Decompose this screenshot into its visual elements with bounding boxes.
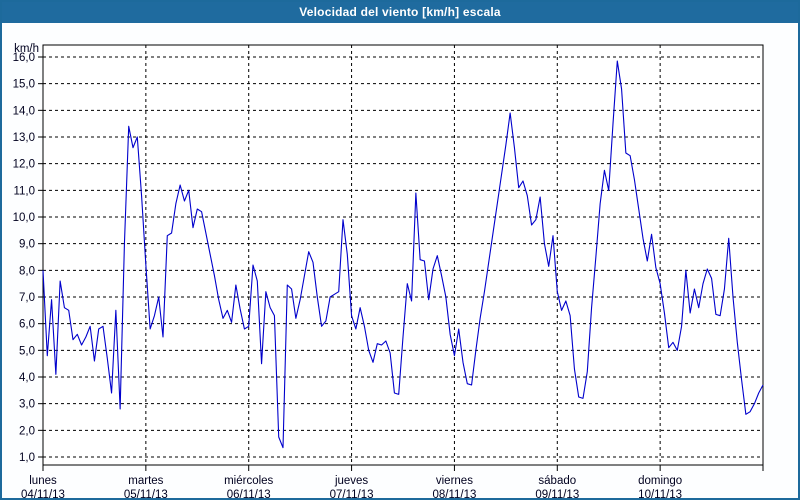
x-day-date-label: 09/11/13 (535, 489, 579, 498)
y-tick-label: 15,0 (13, 79, 35, 91)
y-axis-unit-label: km/h (14, 43, 39, 55)
y-tick-label: 3,0 (19, 399, 35, 411)
wind-speed-series-line (42, 60, 764, 449)
y-tick-label: 8,0 (19, 265, 35, 277)
y-tick-label: 7,0 (19, 292, 35, 304)
x-day-name-label: jueves (334, 475, 368, 487)
chart-title-bar: Velocidad del viento [km/h] escala (2, 2, 798, 23)
x-day-name-label: viernes (436, 475, 473, 487)
y-tick-label: 4,0 (19, 372, 35, 384)
x-day-date-label: 10/11/13 (638, 489, 682, 498)
plot-area (42, 44, 764, 466)
y-tick-label: 5,0 (19, 345, 35, 357)
x-day-date-label: 07/11/13 (330, 489, 374, 498)
y-tick-label: 9,0 (19, 239, 35, 251)
y-tick-label: 10,0 (13, 212, 35, 224)
x-day-name-label: martes (128, 475, 163, 487)
y-tick-label: 12,0 (13, 159, 35, 171)
x-day-name-label: miércoles (224, 475, 273, 487)
x-day-name-label: sábado (538, 475, 576, 487)
y-tick-label: 14,0 (13, 105, 35, 117)
y-tick-label: 11,0 (13, 185, 35, 197)
y-tick-label: 6,0 (19, 319, 35, 331)
y-tick-label: 16,0 (13, 52, 35, 64)
x-day-date-label: 08/11/13 (432, 489, 476, 498)
x-day-name-label: lunes (29, 475, 57, 487)
x-day-date-label: 04/11/13 (21, 489, 65, 498)
y-tick-label: 2,0 (19, 425, 35, 437)
x-day-date-label: 06/11/13 (227, 489, 271, 498)
y-tick-label: 1,0 (19, 452, 35, 464)
x-day-date-label: 05/11/13 (124, 489, 168, 498)
y-tick-label: 13,0 (13, 132, 35, 144)
x-day-name-label: domingo (638, 475, 682, 487)
wind-speed-line-chart: 16,0 15,0 14,0 13,0 12,0 11,0 10,0 9,0 8,0 7,0 6,0… (13, 43, 764, 498)
